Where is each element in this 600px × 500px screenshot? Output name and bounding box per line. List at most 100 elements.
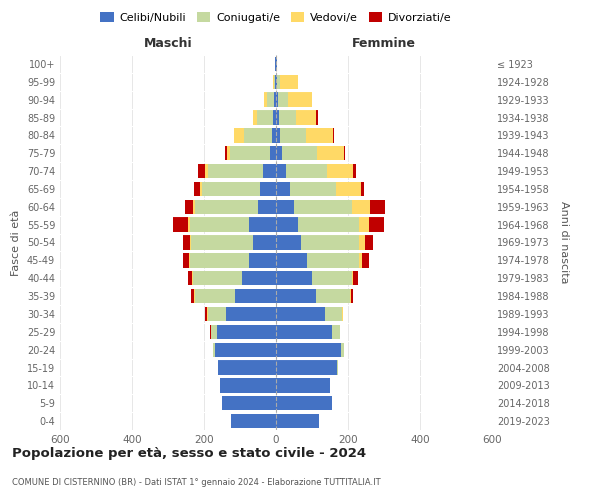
Bar xyxy=(275,57,276,71)
Bar xyxy=(344,146,346,160)
Bar xyxy=(190,253,249,268)
Bar xyxy=(220,378,276,392)
Bar xyxy=(370,200,385,214)
Bar xyxy=(290,182,337,196)
Bar xyxy=(244,128,272,142)
Bar xyxy=(280,74,298,89)
Bar xyxy=(217,324,276,339)
Bar xyxy=(189,253,190,268)
Bar xyxy=(278,92,288,107)
Bar xyxy=(276,414,319,428)
Bar xyxy=(225,146,227,160)
Bar xyxy=(191,289,194,303)
Bar xyxy=(208,307,226,321)
Bar xyxy=(280,128,305,142)
Bar xyxy=(332,128,334,142)
Bar xyxy=(273,110,276,124)
Bar xyxy=(274,74,275,89)
Bar xyxy=(332,324,340,339)
Y-axis label: Fasce di età: Fasce di età xyxy=(11,210,21,276)
Bar xyxy=(265,92,268,107)
Bar xyxy=(301,236,359,250)
Bar xyxy=(359,253,362,268)
Bar xyxy=(276,110,279,124)
Bar xyxy=(337,182,361,196)
Bar xyxy=(362,253,369,268)
Bar xyxy=(207,307,208,321)
Bar xyxy=(226,307,276,321)
Bar xyxy=(276,164,286,178)
Bar xyxy=(276,236,301,250)
Bar xyxy=(173,218,188,232)
Bar xyxy=(190,218,249,232)
Bar xyxy=(350,289,353,303)
Bar xyxy=(195,289,235,303)
Bar xyxy=(276,74,277,89)
Bar xyxy=(277,74,280,89)
Bar xyxy=(213,342,215,357)
Bar xyxy=(253,236,276,250)
Bar xyxy=(361,182,364,196)
Bar xyxy=(342,307,343,321)
Bar xyxy=(275,74,276,89)
Bar xyxy=(276,128,280,142)
Bar xyxy=(276,271,312,285)
Bar xyxy=(316,110,318,124)
Bar xyxy=(276,342,341,357)
Bar xyxy=(276,307,325,321)
Bar xyxy=(276,92,278,107)
Bar xyxy=(215,342,276,357)
Bar xyxy=(276,146,283,160)
Bar xyxy=(211,324,217,339)
Bar xyxy=(260,182,276,196)
Bar xyxy=(231,414,276,428)
Bar xyxy=(193,200,195,214)
Bar xyxy=(195,200,258,214)
Bar xyxy=(218,360,276,374)
Legend: Celibi/Nubili, Coniugati/e, Vedovi/e, Divorziati/e: Celibi/Nubili, Coniugati/e, Vedovi/e, Di… xyxy=(96,8,456,28)
Bar xyxy=(279,110,296,124)
Bar xyxy=(235,289,276,303)
Bar xyxy=(312,271,352,285)
Bar xyxy=(193,271,242,285)
Bar xyxy=(258,200,276,214)
Bar xyxy=(198,164,205,178)
Bar xyxy=(253,110,257,124)
Bar xyxy=(230,146,269,160)
Bar xyxy=(294,200,352,214)
Text: Femmine: Femmine xyxy=(352,36,416,50)
Bar xyxy=(359,218,369,232)
Bar xyxy=(272,128,276,142)
Bar xyxy=(298,218,359,232)
Bar xyxy=(305,128,332,142)
Bar xyxy=(191,236,253,250)
Bar xyxy=(274,92,276,107)
Bar xyxy=(276,324,332,339)
Bar xyxy=(190,236,191,250)
Bar xyxy=(222,396,276,410)
Bar xyxy=(200,182,202,196)
Bar xyxy=(205,307,207,321)
Bar xyxy=(276,360,337,374)
Bar xyxy=(269,146,276,160)
Bar xyxy=(185,200,193,214)
Bar xyxy=(353,164,356,178)
Bar xyxy=(276,396,332,410)
Bar xyxy=(325,307,342,321)
Bar xyxy=(365,236,373,250)
Bar xyxy=(268,92,274,107)
Bar xyxy=(184,253,189,268)
Bar xyxy=(337,360,338,374)
Bar xyxy=(276,289,316,303)
Bar xyxy=(249,218,276,232)
Bar xyxy=(194,182,200,196)
Bar xyxy=(257,110,273,124)
Bar xyxy=(188,271,193,285)
Bar xyxy=(341,342,344,357)
Bar xyxy=(183,236,190,250)
Bar xyxy=(202,182,260,196)
Bar xyxy=(283,146,317,160)
Bar xyxy=(263,164,276,178)
Bar xyxy=(317,146,344,160)
Bar xyxy=(194,289,195,303)
